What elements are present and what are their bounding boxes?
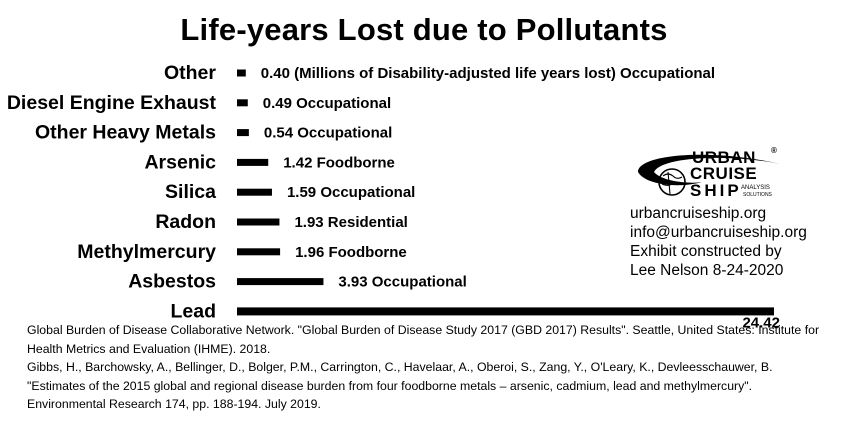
bar-methylmercury xyxy=(237,248,281,256)
category-label-other: Other xyxy=(164,62,216,84)
urban-cruise-ship-logo: URBAN ® CRUISE SHIP ANALYSIS SOLUTIONS xyxy=(632,146,792,202)
credit-line-1: Exhibit constructed by xyxy=(630,243,782,260)
category-label-arsenic: Arsenic xyxy=(144,151,216,173)
chart-title: Life-years Lost due to Pollutants xyxy=(180,12,668,47)
bar-diesel-engine-exhaust xyxy=(237,99,248,107)
category-label-radon: Radon xyxy=(155,211,216,233)
data-label-lead: 24.42 xyxy=(742,314,780,331)
category-label-asbestos: Asbestos xyxy=(128,271,216,293)
logo-tag-analysis: ANALYSIS xyxy=(741,185,770,191)
category-label-lead: Lead xyxy=(170,300,216,322)
data-label-radon: 1.93 Residential xyxy=(294,214,407,231)
data-label-diesel-engine-exhaust: 0.49 Occupational xyxy=(263,95,391,112)
category-label-silica: Silica xyxy=(165,181,216,203)
category-label-other-heavy-metals: Other Heavy Metals xyxy=(35,122,216,144)
bar-silica xyxy=(237,188,272,196)
logo-registered-mark: ® xyxy=(771,146,777,155)
logo-tag-solutions: SOLUTIONS xyxy=(743,192,772,198)
citation-gibbs: Gibbs, H., Barchowsky, A., Bellinger, D.… xyxy=(27,360,773,412)
website-text: urbancruiseship.org xyxy=(630,205,767,222)
bar-other xyxy=(237,69,246,77)
category-label-diesel-engine-exhaust: Diesel Engine Exhaust xyxy=(7,92,217,114)
citation-gbd: Global Burden of Disease Collaborative N… xyxy=(27,323,820,356)
category-label-methylmercury: Methylmercury xyxy=(77,241,216,263)
data-label-asbestos: 3.93 Occupational xyxy=(338,274,466,291)
data-label-methylmercury: 1.96 Foodborne xyxy=(295,244,407,261)
logo-word-urban: URBAN xyxy=(692,148,756,167)
credits-block: urbancruiseship.org info@urbancruiseship… xyxy=(630,204,807,280)
data-label-other-heavy-metals: 0.54 Occupational xyxy=(264,125,392,142)
data-label-arsenic: 1.42 Foodborne xyxy=(283,154,395,171)
bar-lead xyxy=(237,307,774,316)
logo-swoosh-icon xyxy=(638,154,780,196)
data-label-other: 0.40 (Millions of Disability-adjusted li… xyxy=(261,65,715,82)
credit-line-2: Lee Nelson 8-24-2020 xyxy=(630,262,784,279)
bar-asbestos xyxy=(237,278,324,286)
data-label-silica: 1.59 Occupational xyxy=(287,184,415,201)
citations-block: Global Burden of Disease Collaborative N… xyxy=(27,321,832,414)
email-text: info@urbancruiseship.org xyxy=(630,224,807,241)
logo-word-cruise: CRUISE xyxy=(690,164,758,183)
logo-word-ship: SHIP xyxy=(690,181,742,200)
bar-other-heavy-metals xyxy=(237,129,249,137)
bar-radon xyxy=(237,218,280,226)
bar-arsenic xyxy=(237,158,269,166)
